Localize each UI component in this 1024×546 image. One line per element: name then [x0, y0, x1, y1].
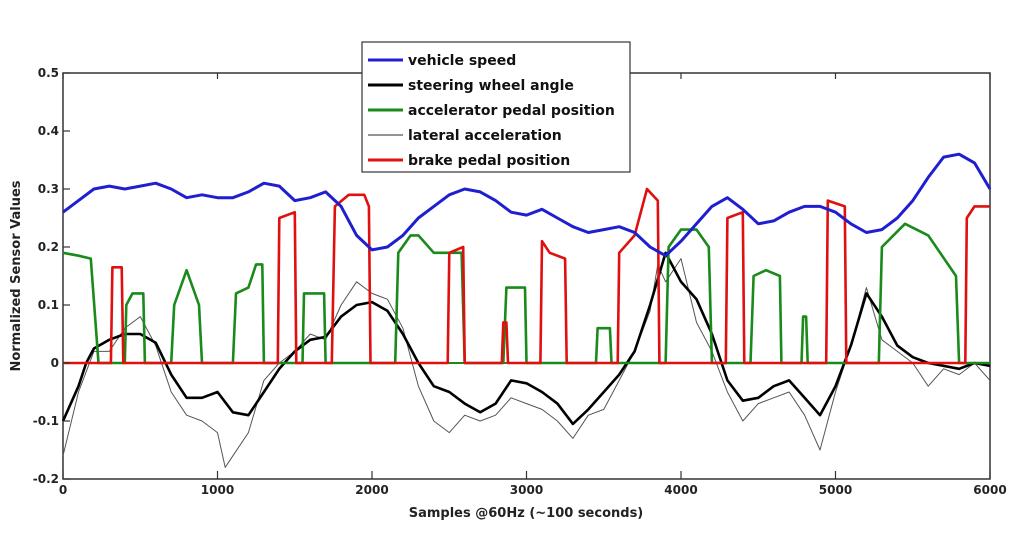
- y-tick-label: 0.1: [38, 298, 59, 312]
- x-tick-label: 0: [59, 483, 67, 497]
- series-line-brake-pedal-position: [63, 187, 990, 365]
- y-tick-label: -0.2: [33, 472, 59, 486]
- y-tick-label: 0.4: [38, 124, 59, 138]
- series-line-lateral-acceleration: [62, 258, 991, 468]
- y-tick-label: 0.2: [38, 240, 59, 254]
- x-tick-label: 1000: [201, 483, 234, 497]
- legend: vehicle speed steering wheel angle acceler…: [361, 41, 631, 173]
- y-tick-label: 0.3: [38, 182, 59, 196]
- x-tick-label: 5000: [819, 483, 852, 497]
- series-line-vehicle-speed: [62, 152, 992, 258]
- legend-label: lateral acceleration: [408, 128, 562, 144]
- x-tick-label: 4000: [664, 483, 697, 497]
- legend-box: [361, 41, 631, 173]
- x-tick-label: 2000: [355, 483, 388, 497]
- x-tick-label: 6000: [973, 483, 1006, 497]
- y-axis-label: Normalized Sensor Values: [9, 180, 24, 371]
- x-tick-label: 3000: [510, 483, 543, 497]
- x-axis-label: Samples @60Hz (~100 seconds): [409, 506, 644, 521]
- y-tick-label: 0: [51, 356, 59, 370]
- y-tick-label: -0.1: [33, 414, 59, 428]
- legend-label: vehicle speed: [408, 53, 516, 69]
- legend-label: steering wheel angle: [408, 78, 574, 94]
- legend-label: brake pedal position: [408, 153, 570, 169]
- series-layer: [61, 152, 992, 468]
- legend-label: accelerator pedal position: [408, 103, 615, 119]
- tick-layer: 0 1000 2000 3000 4000 5000 6000 -0.2 -0.1 0 0.1 0.2…: [33, 66, 1007, 497]
- y-tick-label: 0.5: [38, 66, 59, 80]
- series-line-steering-wheel-angle: [61, 251, 991, 426]
